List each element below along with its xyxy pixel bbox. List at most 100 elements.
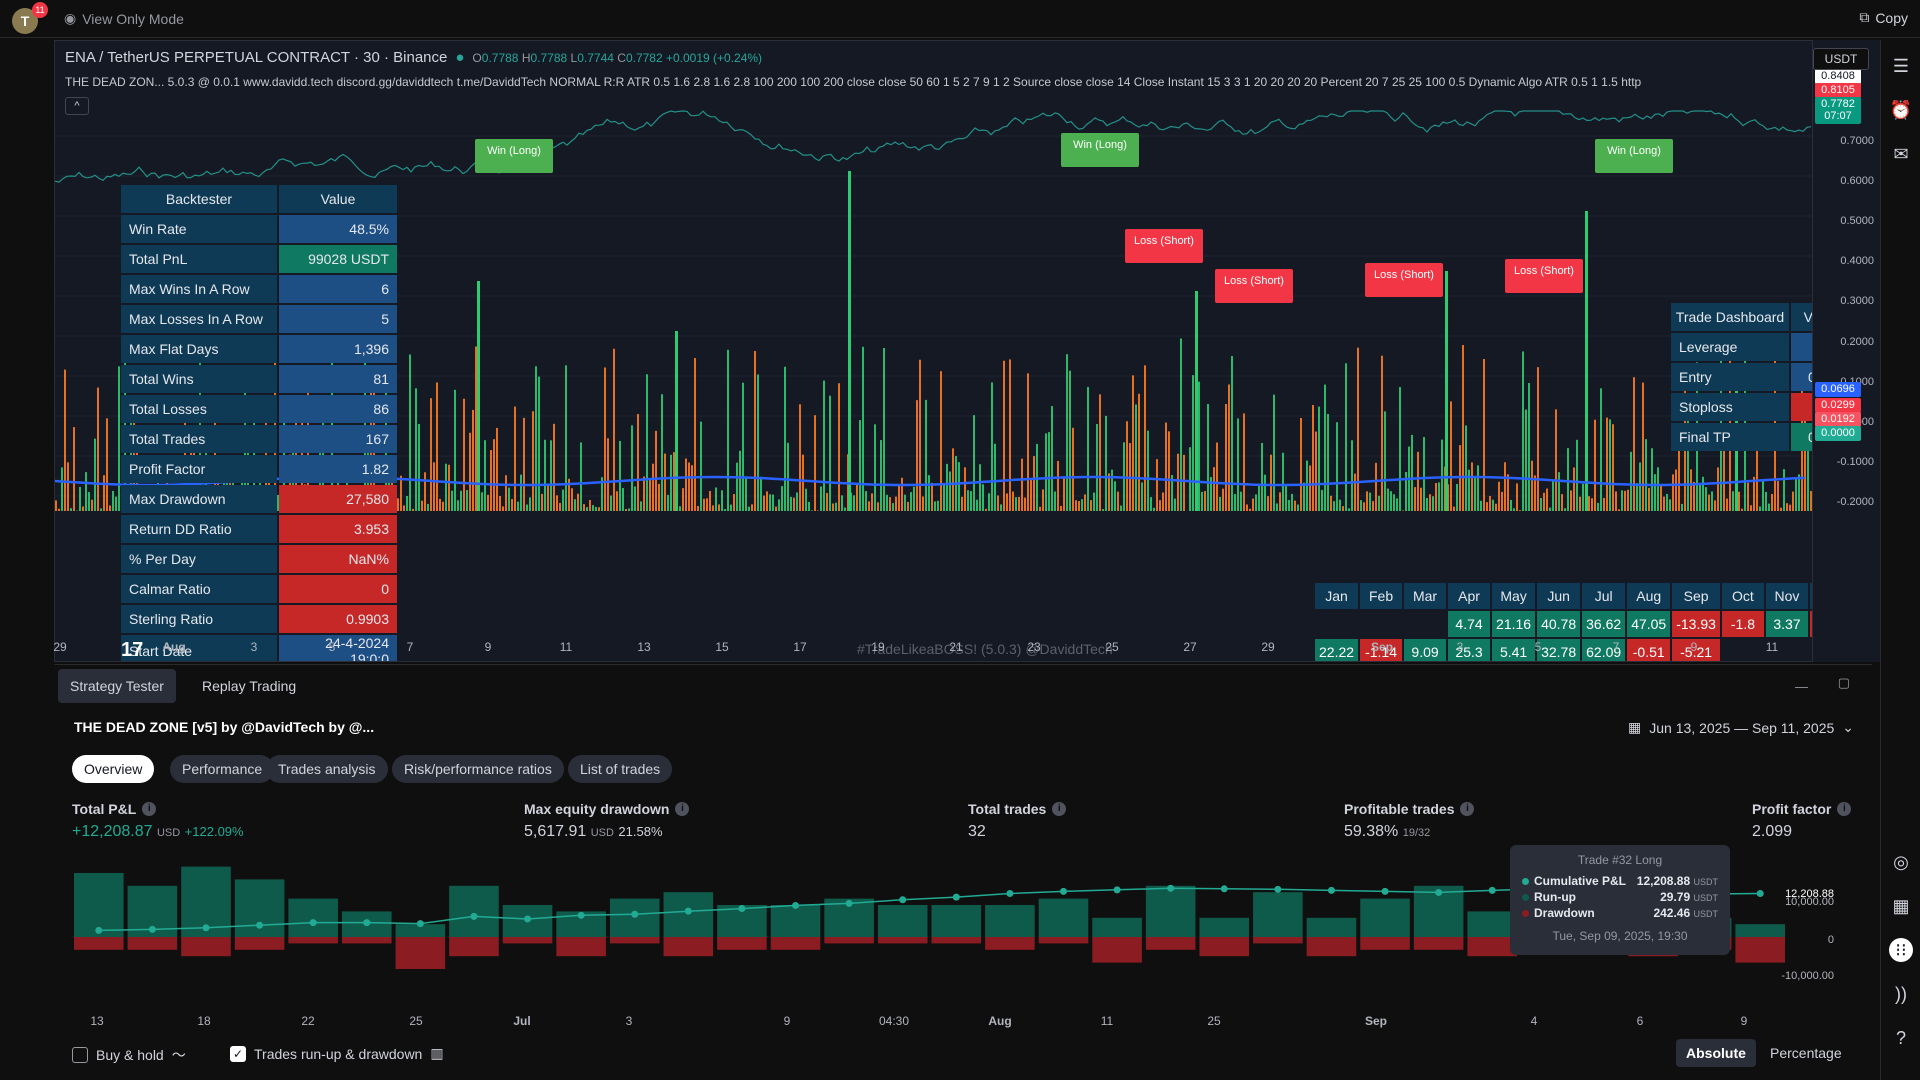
loss-trade-label[interactable]: Loss (Short) [1365, 263, 1443, 297]
currency-selector[interactable]: USDT [1813, 48, 1869, 70]
volume-bar [925, 399, 927, 511]
time-axis-label: 7 [1612, 640, 1620, 654]
pill-trades-analysis[interactable]: Trades analysis [266, 755, 388, 783]
tab-strategy-tester[interactable]: Strategy Tester [58, 669, 176, 703]
pill-risk-ratios[interactable]: Risk/performance ratios [392, 755, 564, 783]
indicator-legend[interactable]: THE DEAD ZON... 5.0.3 @ 0.0.1 www.davidd… [65, 75, 1642, 89]
runup-drawdown-checkbox[interactable]: ✓ Trades run-up & drawdown ▥ [230, 1045, 444, 1062]
volume-bar [1063, 476, 1065, 511]
volume-bar [907, 501, 909, 511]
strategy-name[interactable]: THE DEAD ZONE [v5] by @DavidTech by @... [74, 719, 375, 735]
volume-bar [157, 455, 159, 511]
volume-bar [109, 505, 111, 511]
equity-time-label: 11 [1101, 1014, 1114, 1028]
calendar-icon[interactable]: ▦ [1892, 896, 1910, 916]
broadcast-icon[interactable]: )) [1895, 984, 1907, 1004]
time-axis[interactable]: 29 Aug 3 5 7 9 11 13 15 17 19 21 23 25 27 29 Sep 3 5 7 9 11 [53, 634, 1812, 662]
runup-bar [1199, 917, 1250, 937]
time-axis-label: 29 [1261, 640, 1275, 654]
volume-bar [1558, 472, 1560, 511]
checkbox-checked-icon[interactable]: ✓ [230, 1045, 246, 1062]
volume-bar [1144, 365, 1146, 511]
win-trade-label[interactable]: Win (Long) [475, 139, 553, 173]
volume-bar [1117, 491, 1119, 511]
volume-bar [1309, 465, 1311, 511]
price-tag: 0.0000 [1815, 426, 1861, 441]
volume-bar [1261, 442, 1263, 511]
volume-bar [1768, 503, 1770, 511]
target-icon[interactable]: ◎ [1893, 852, 1909, 872]
checkbox-icon[interactable] [72, 1047, 88, 1063]
pill-overview[interactable]: Overview [72, 755, 155, 783]
tradingview-logo[interactable]: 17 [121, 639, 144, 661]
volume-bar [1486, 502, 1488, 511]
loss-trade-label[interactable]: Loss (Short) [1215, 269, 1293, 303]
collapse-legend-button[interactable]: ^ [65, 97, 89, 115]
win-trade-label[interactable]: Win (Long) [1595, 139, 1673, 173]
apps-icon[interactable]: ⁝⁝ [1889, 938, 1913, 962]
price-axis[interactable]: 0.70000.60000.50000.40000.30000.20000.10… [1812, 40, 1882, 662]
symbol-title[interactable]: ENA / TetherUS PERPETUAL CONTRACT · 30 ·… [65, 49, 448, 66]
info-icon: i [1837, 802, 1852, 816]
ohlc-readout: O0.7788 H0.7788 L0.7744 C0.7782 +0.0019 … [472, 50, 763, 65]
volume-bar [634, 486, 636, 511]
volume-bar [580, 442, 582, 511]
percentage-button[interactable]: Percentage [1770, 1045, 1842, 1061]
buy-hold-checkbox[interactable]: Buy & hold 〜 [72, 1045, 186, 1065]
volume-bar [1324, 384, 1326, 511]
backtester-table: Backtester Value Win Rate 48.5% Total PnL 9… [119, 183, 399, 661]
drawdown-bar [1413, 937, 1464, 950]
trade-dashboard-row: Leverage1 [1671, 333, 1851, 361]
volume-bar [1510, 499, 1512, 511]
backtester-value: 27,580 [279, 485, 397, 513]
volume-bar [622, 488, 624, 511]
cumulative-pnl-point [202, 924, 210, 932]
volume-bar [475, 346, 477, 511]
volume-bar [397, 498, 399, 511]
month-header: Nov [1765, 583, 1808, 609]
equity-time-label: 18 [197, 1014, 211, 1028]
minimize-icon[interactable]: — [1795, 679, 1808, 694]
drawdown-bar [288, 937, 338, 944]
drawdown-bar [1735, 937, 1785, 963]
alarm-clock-icon[interactable]: ⏰ [1889, 100, 1913, 120]
monthly-cell: 40.78 [1537, 611, 1581, 637]
backtester-key: Calmar Ratio [121, 575, 277, 603]
cumulative-pnl-point [416, 920, 424, 928]
copy-button[interactable]: ⧉ Copy [1859, 9, 1908, 26]
monthly-cell: 32.78 [1537, 639, 1581, 661]
volume-bar [703, 498, 705, 511]
cumulative-pnl-point [309, 919, 317, 927]
volume-bar [1345, 363, 1347, 511]
pill-performance[interactable]: Performance [170, 755, 275, 783]
volume-bar [1165, 422, 1167, 511]
volume-bar [487, 494, 489, 511]
volume-bar [520, 474, 522, 511]
volume-bar [724, 509, 726, 511]
loss-trade-label[interactable]: Loss (Short) [1505, 259, 1583, 293]
volume-bar [1474, 477, 1476, 511]
runup-bar [1735, 924, 1785, 937]
loss-trade-label[interactable]: Loss (Short) [1125, 229, 1203, 263]
backtester-key: Max Wins In A Row [121, 275, 277, 303]
pill-list-of-trades[interactable]: List of trades [568, 755, 673, 783]
volume-bar [904, 494, 906, 511]
month-header: Feb [1360, 583, 1403, 609]
win-trade-label[interactable]: Win (Long) [1061, 133, 1139, 167]
chat-icon[interactable]: ✉ [1893, 144, 1909, 164]
maximize-icon[interactable]: ▢ [1837, 675, 1850, 690]
volume-bar [841, 495, 843, 511]
cumulative-pnl-point [1435, 888, 1443, 896]
tab-replay-trading[interactable]: Replay Trading [202, 678, 297, 694]
help-icon[interactable]: ? [1895, 1028, 1906, 1048]
monthly-cell: 62.09 [1582, 639, 1626, 661]
volume-bar [514, 406, 516, 511]
runup-bar [1306, 917, 1357, 937]
drawdown-bar [931, 937, 982, 944]
calendar-icon: ▦ [1628, 719, 1642, 735]
volume-bar [610, 495, 612, 511]
absolute-button[interactable]: Absolute [1676, 1039, 1756, 1067]
watchlist-icon[interactable]: ☰ [1892, 56, 1910, 76]
chart-pane[interactable]: Win (Long) Win (Long) Loss (Short) Loss (Sh… [54, 40, 1872, 662]
date-range-selector[interactable]: ▦ Jun 13, 2025 — Sep 11, 2025 ⌄ [1628, 719, 1854, 736]
